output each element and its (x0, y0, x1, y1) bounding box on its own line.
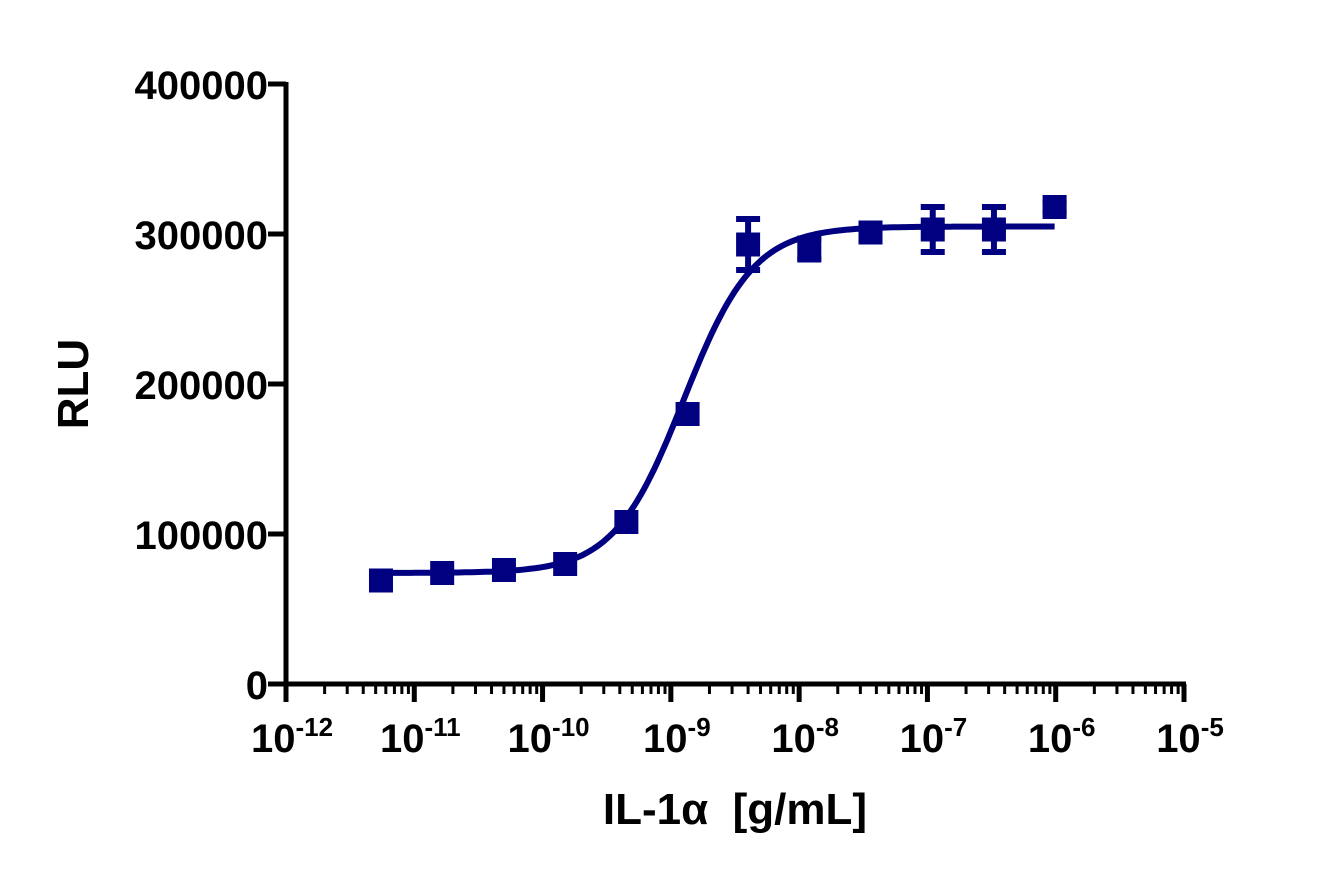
axes (283, 82, 1186, 687)
y-tick-label: 0 (246, 664, 268, 708)
x-tick-label: 10-11 (380, 712, 461, 761)
data-point (920, 204, 945, 255)
x-tick-label: 10-12 (251, 712, 333, 761)
data-point (736, 216, 761, 273)
x-axis-label: IL-1α [g/mL] (603, 785, 867, 834)
y-tick-label: 400000 (135, 64, 268, 108)
square-marker (491, 558, 516, 582)
square-marker (858, 220, 883, 245)
square-marker (1042, 195, 1067, 219)
square-marker (736, 232, 761, 257)
data-point (797, 235, 822, 263)
data-points (368, 195, 1067, 593)
y-axis-ticks: 0 100000 200000 300000 400000 (135, 64, 286, 708)
y-tick-label: 200000 (135, 364, 268, 408)
square-marker (368, 568, 393, 593)
x-axis-ticks: 10-12 10-11 10-10 10-9 10-8 10-7 10-6 10-5 (251, 684, 1224, 761)
data-point (430, 561, 455, 585)
square-marker (981, 217, 1006, 242)
square-marker (430, 561, 455, 585)
fit-curve (381, 223, 1055, 576)
data-point (675, 402, 700, 426)
data-point (368, 568, 393, 593)
data-point (981, 204, 1006, 255)
x-tick-label: 10-10 (508, 712, 590, 761)
x-tick-label: 10-6 (1028, 712, 1096, 761)
x-tick-label: 10-8 (771, 712, 839, 761)
data-point (491, 558, 516, 582)
y-tick-label: 300000 (135, 214, 268, 258)
y-axis-label: RLU (49, 339, 98, 429)
square-marker (553, 552, 578, 576)
data-point (1042, 195, 1067, 219)
square-marker (675, 402, 700, 426)
sigmoid-fit-line (381, 223, 1055, 576)
x-tick-label: 10-5 (1156, 712, 1224, 761)
x-tick-label: 10-9 (643, 712, 711, 761)
y-tick-label: 100000 (135, 514, 268, 558)
data-point (553, 552, 578, 576)
data-point (614, 510, 639, 534)
square-marker (614, 510, 639, 534)
data-point (858, 220, 883, 245)
square-marker (920, 217, 945, 242)
x-tick-label: 10-7 (900, 712, 968, 761)
square-marker (797, 237, 822, 261)
